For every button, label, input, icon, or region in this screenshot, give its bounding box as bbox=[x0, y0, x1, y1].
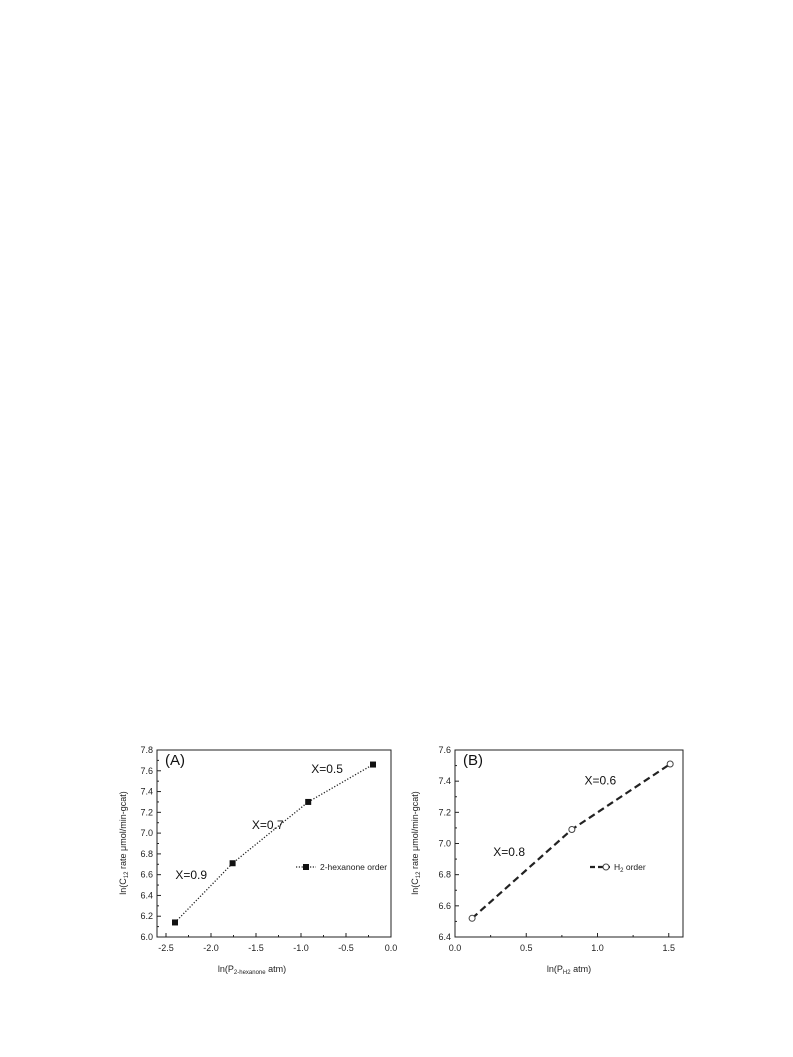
y-tick-label: 6.8 bbox=[438, 870, 451, 880]
x-tick-label: -1.0 bbox=[293, 943, 309, 953]
legend-label: H2 order bbox=[614, 862, 646, 874]
y-axis-label-main: ln(C bbox=[118, 878, 128, 895]
y-tick-label: 6.8 bbox=[140, 849, 153, 859]
legend-label: 2-hexanone order bbox=[320, 862, 387, 872]
y-tick-label: 6.6 bbox=[140, 870, 153, 880]
data-point bbox=[229, 860, 236, 867]
panel-b: 0.0 0.5 1.0 1.56.46.66.87.07.27.47.6ln(PH2 … bbox=[410, 745, 684, 976]
data-point bbox=[468, 914, 476, 922]
data-point bbox=[370, 761, 376, 768]
conversion-annotation: X=0.5 bbox=[311, 762, 343, 776]
y-tick-label: 7.8 bbox=[140, 745, 153, 755]
series-line bbox=[471, 763, 671, 920]
y-axis-label-main: ln(C bbox=[410, 878, 420, 895]
x-tick-label: -0.5 bbox=[338, 943, 354, 953]
legend-marker bbox=[303, 864, 309, 870]
y-axis-label: ln(C12 rate μmol/min-gcat) bbox=[118, 791, 130, 894]
data-point bbox=[305, 798, 312, 805]
conversion-annotation: X=0.9 bbox=[175, 868, 207, 882]
y-tick-label: 7.6 bbox=[140, 766, 153, 776]
conversion-annotation: X=0.7 bbox=[252, 818, 284, 832]
x-tick-label: 0.0 bbox=[385, 943, 398, 953]
y-tick-label: 6.4 bbox=[438, 932, 451, 942]
y-tick-label: 6.6 bbox=[438, 901, 451, 911]
y-axis-label-subscript: 12 bbox=[416, 871, 422, 878]
y-tick-label: 7.6 bbox=[438, 745, 451, 755]
x-tick-label: 1.5 bbox=[662, 943, 675, 953]
panel-label: (B) bbox=[463, 752, 483, 769]
y-tick-label: 6.0 bbox=[140, 932, 153, 942]
y-axis-label: ln(C12 rate μmol/min-gcat) bbox=[410, 791, 422, 894]
plot-frame bbox=[156, 749, 392, 938]
data-point bbox=[666, 760, 674, 768]
x-tick-label: -1.5 bbox=[248, 943, 264, 953]
legend-label-tail: order bbox=[623, 862, 645, 872]
x-tick-label: 0.0 bbox=[449, 943, 462, 953]
y-tick-label: 6.2 bbox=[140, 911, 153, 921]
data-point bbox=[172, 919, 178, 926]
x-tick-label: -2.5 bbox=[158, 943, 174, 953]
y-tick-label: 7.4 bbox=[438, 776, 451, 786]
conversion-annotation: X=0.6 bbox=[584, 773, 616, 787]
panel-label: (A) bbox=[165, 752, 185, 769]
series-line bbox=[174, 763, 374, 923]
x-tick-label: 0.5 bbox=[520, 943, 533, 953]
y-tick-label: 7.2 bbox=[140, 807, 153, 817]
y-tick-label: 7.4 bbox=[140, 787, 153, 797]
y-tick-label: 7.2 bbox=[438, 807, 451, 817]
x-axis-label: ln(PH2 atm) bbox=[547, 964, 591, 976]
x-axis-label-main: ln(P bbox=[218, 964, 234, 974]
y-axis-label-subscript: 12 bbox=[124, 871, 130, 878]
panel-a: -2.5 -2.0 -1.5 -1.0 -0.5 0.0 6.0 6.2 6.4 6.6 6.8 7.… bbox=[118, 745, 397, 976]
legend-label-subscript: 2 bbox=[620, 868, 624, 874]
data-point bbox=[568, 825, 576, 833]
x-axis-label: ln(P2-hexanone atm) bbox=[218, 964, 286, 976]
legend-label-main: H bbox=[614, 862, 620, 872]
x-axis-label-subscript: 2-hexanone bbox=[234, 970, 266, 976]
y-axis-label-tail: rate μmol/min-gcat) bbox=[118, 791, 128, 871]
x-axis-label-subscript: H2 bbox=[563, 970, 571, 976]
y-tick-label: 7.0 bbox=[438, 839, 451, 849]
x-axis-label-tail: atm) bbox=[571, 964, 592, 974]
y-axis-label-tail: rate μmol/min-gcat) bbox=[410, 791, 420, 871]
y-tick-label: 7.0 bbox=[140, 828, 153, 838]
conversion-annotation: X=0.8 bbox=[493, 845, 525, 859]
x-tick-label: 1.0 bbox=[591, 943, 604, 953]
x-axis-label-tail: atm) bbox=[266, 964, 287, 974]
legend-marker bbox=[602, 863, 610, 871]
y-tick-label: 6.4 bbox=[140, 890, 153, 900]
x-tick-label: -2.0 bbox=[203, 943, 219, 953]
x-axis-label-main: ln(P bbox=[547, 964, 563, 974]
